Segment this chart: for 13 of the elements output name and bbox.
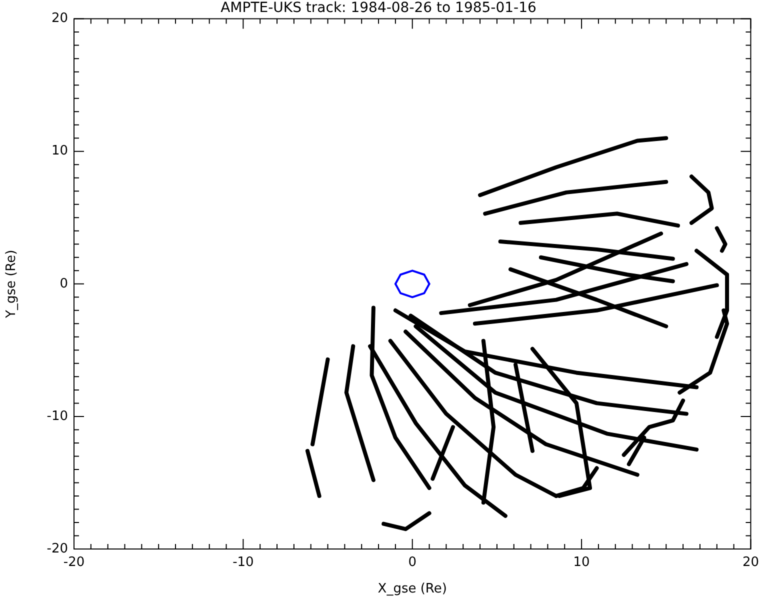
y-tick-label: 0 [60,276,68,292]
chart-title: AMPTE-UKS track: 1984-08-26 to 1985-01-16 [220,0,536,16]
y-tick-label: -10 [46,408,68,424]
x-tick-label: -20 [63,555,85,570]
y-tick-label: 20 [51,11,68,26]
x-axis-title: X_gse (Re) [378,582,447,597]
x-tick-label: 20 [742,555,759,570]
y-tick-label: -20 [46,541,68,556]
x-tick-label: 10 [573,555,590,570]
y-tick-label: 10 [51,144,68,159]
x-tick-label: -10 [232,555,254,570]
y-axis-title: Y_gse (Re) [4,250,20,319]
x-tick-label: 0 [408,555,417,570]
